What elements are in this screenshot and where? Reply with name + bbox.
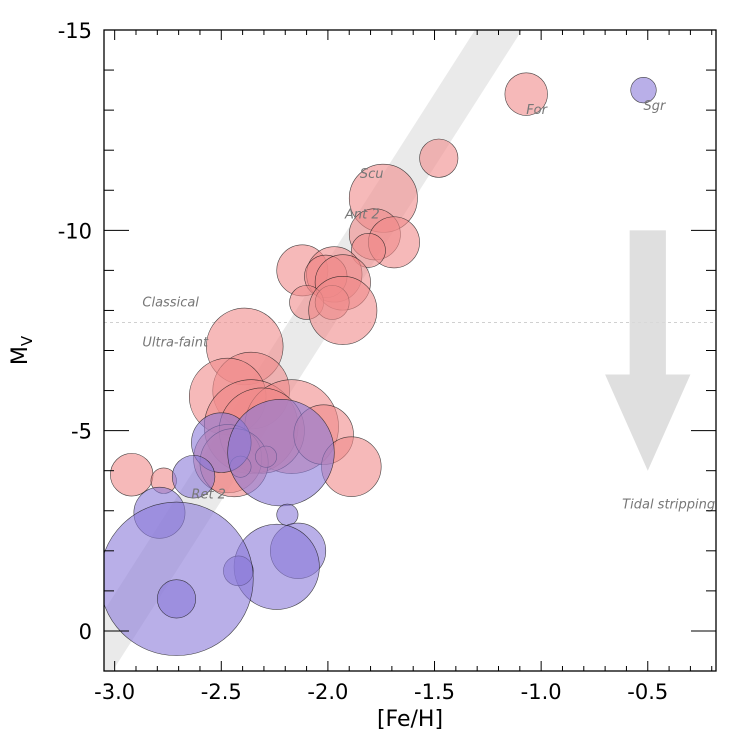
x-axis-label: [Fe/H] (377, 707, 443, 732)
annotation-label: Ant 2 (344, 207, 380, 222)
annotation-label: Sgr (643, 99, 667, 114)
annotation-layer: For Sgr Scu Ant 2 Classical Ultra-faint Ret 2 T… (142, 99, 715, 513)
blue-point (104, 501, 254, 656)
annotation-label: Ultra-faint (142, 335, 209, 350)
x-tick-label: -1.5 (414, 680, 455, 704)
red-point (419, 138, 459, 178)
y-tick-label: -15 (58, 19, 92, 43)
y-tick-label: -10 (58, 219, 92, 243)
y-axis-label-sub: V (18, 335, 36, 346)
x-tick-label: -2.0 (307, 680, 348, 704)
y-axis-label-main: M (8, 346, 33, 365)
y-tick-label: 0 (79, 620, 92, 644)
blue-point (171, 455, 216, 499)
y-axis-label: MV (8, 335, 36, 365)
blue-point (227, 399, 335, 507)
x-tick-label: -2.5 (201, 680, 242, 704)
x-tick-label: -3.0 (94, 680, 135, 704)
annotation-label: For (526, 103, 548, 118)
blue-point (276, 503, 299, 526)
red-point (110, 453, 154, 497)
x-tick-label: -0.5 (627, 680, 668, 704)
data-points-layer (104, 72, 657, 656)
red-point (504, 72, 548, 116)
x-tick-label: -1.0 (521, 680, 562, 704)
annotation-label: Scu (360, 167, 384, 182)
tidal-arrow-layer (605, 230, 691, 471)
blue-point (157, 579, 196, 619)
red-point (308, 276, 378, 345)
annotation-label: Ret 2 (191, 488, 226, 503)
annotation-label: Tidal stripping (622, 498, 715, 513)
blue-point (630, 76, 657, 104)
y-tick-label: -5 (71, 420, 92, 444)
tidal-stripping-arrow (605, 230, 691, 471)
axis-ticks-layer: -3.0 -2.5 -2.0 -1.5 -1.0 -0.5 -15 -10 -5 0 (58, 19, 716, 704)
annotation-label: Classical (142, 295, 199, 310)
red-point (351, 232, 386, 268)
